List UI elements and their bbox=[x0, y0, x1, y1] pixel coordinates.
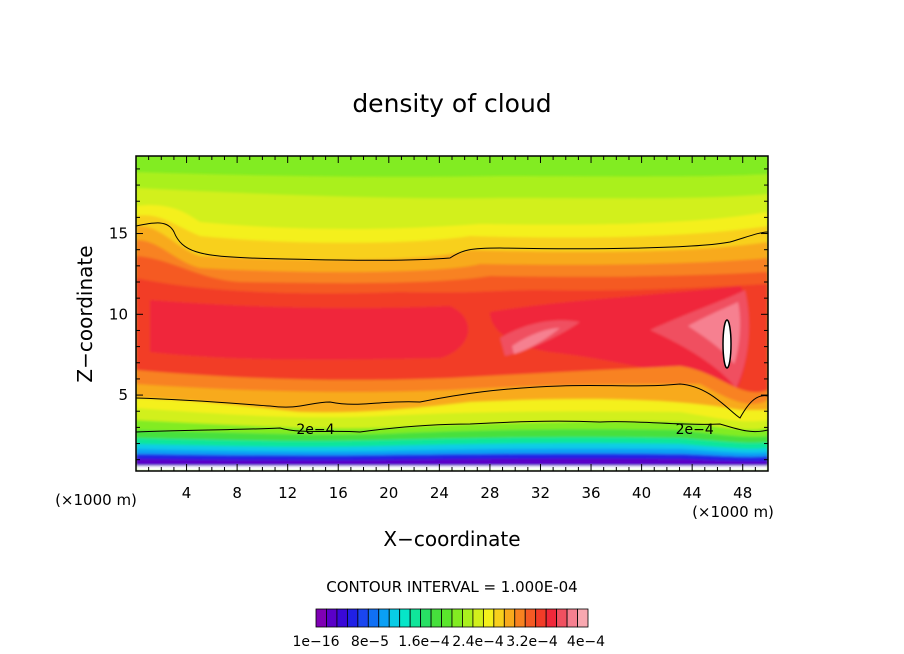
y-axis-ticks: 5 10 15 bbox=[109, 168, 768, 461]
colorbar-tick-label: 4e−4 bbox=[567, 634, 605, 650]
contour-label: 2e−4 bbox=[296, 422, 334, 438]
colorbar-swatch bbox=[315, 608, 327, 628]
contour-label: 2e−4 bbox=[676, 422, 714, 438]
colorbar-swatch bbox=[409, 608, 422, 628]
colorbar-swatch bbox=[378, 608, 390, 628]
colorbar-swatch bbox=[503, 608, 516, 628]
max-density-core bbox=[722, 319, 732, 369]
x-axis-label: X−coordinate bbox=[383, 527, 520, 551]
x-tick-label: 28 bbox=[480, 484, 499, 502]
chart-title: density of cloud bbox=[352, 89, 551, 118]
colorbar-swatch bbox=[346, 608, 359, 628]
colorbar-tick-label: 8e−5 bbox=[351, 634, 389, 650]
colorbar-swatch bbox=[462, 608, 474, 628]
colorbar-swatch bbox=[577, 608, 589, 628]
y-axis-label: Z−coordinate bbox=[73, 245, 97, 382]
x-tick-label: 8 bbox=[232, 484, 242, 502]
x-tick-label: 36 bbox=[581, 484, 600, 502]
y-tick-label: 5 bbox=[118, 386, 128, 404]
x-tick-label: 4 bbox=[182, 484, 192, 502]
x-tick-label: 20 bbox=[379, 484, 398, 502]
x-tick-label: 16 bbox=[329, 484, 348, 502]
colorbar-tick-label: 1e−16 bbox=[292, 634, 339, 650]
colorbar-swatch bbox=[545, 608, 558, 628]
x-tick-label: 40 bbox=[632, 484, 651, 502]
colorbar-swatch bbox=[535, 608, 547, 628]
band-light-pink-left bbox=[512, 328, 560, 354]
colorbar-swatch bbox=[430, 608, 442, 628]
contour-interval-text: CONTOUR INTERVAL = 1.000E-04 bbox=[326, 578, 577, 596]
colorbar-swatch bbox=[524, 608, 537, 628]
x-tick-label: 48 bbox=[733, 484, 752, 502]
x-tick-label: 12 bbox=[278, 484, 297, 502]
colorbar-swatch bbox=[326, 608, 338, 628]
colorbar-tick-label: 2.4e−4 bbox=[452, 634, 504, 650]
band-crimson-left bbox=[150, 300, 469, 360]
colorbar-swatch bbox=[441, 608, 453, 628]
x-axis-ticks: 4 8 12 16 20 24 28 32 36 40 44 48 bbox=[148, 156, 756, 502]
x-tick-label: 32 bbox=[531, 484, 550, 502]
colorbar-swatch bbox=[514, 608, 526, 628]
contour-field bbox=[136, 156, 768, 471]
y-tick-label: 15 bbox=[109, 225, 128, 243]
colorbar-swatch bbox=[367, 608, 380, 628]
colorbar-swatch bbox=[357, 608, 369, 628]
colorbar-swatch bbox=[388, 608, 401, 628]
colorbar-labels: 1e−16 8e−5 1.6e−4 2.4e−4 3.2e−4 4e−4 bbox=[292, 634, 605, 650]
band-crimson-right bbox=[490, 286, 749, 392]
colorbar-swatch bbox=[420, 608, 432, 628]
colorbar-swatch bbox=[556, 608, 568, 628]
x-tick-label: 44 bbox=[683, 484, 702, 502]
x-unit-left: (×1000 m) bbox=[55, 491, 137, 509]
colorbar-swatch bbox=[472, 608, 484, 628]
x-unit-right: (×1000 m) bbox=[692, 503, 774, 521]
colorbar-tick-label: 1.6e−4 bbox=[398, 634, 450, 650]
contour-line-low bbox=[136, 420, 768, 433]
x-tick-label: 24 bbox=[430, 484, 449, 502]
colorbar bbox=[315, 608, 589, 628]
contour-line-upper bbox=[136, 222, 768, 261]
colorbar-swatch bbox=[399, 608, 411, 628]
contour-line-mid bbox=[136, 383, 768, 419]
colorbar-swatch bbox=[482, 608, 495, 628]
y-tick-label: 10 bbox=[109, 305, 128, 323]
colorbar-swatch bbox=[493, 608, 505, 628]
colorbar-tick-label: 3.2e−4 bbox=[506, 634, 558, 650]
colorbar-swatch bbox=[336, 608, 348, 628]
contour-labels: 2e−4 2e−4 bbox=[296, 422, 713, 438]
colorbar-swatch bbox=[451, 608, 463, 628]
colorbar-swatch bbox=[566, 608, 578, 628]
